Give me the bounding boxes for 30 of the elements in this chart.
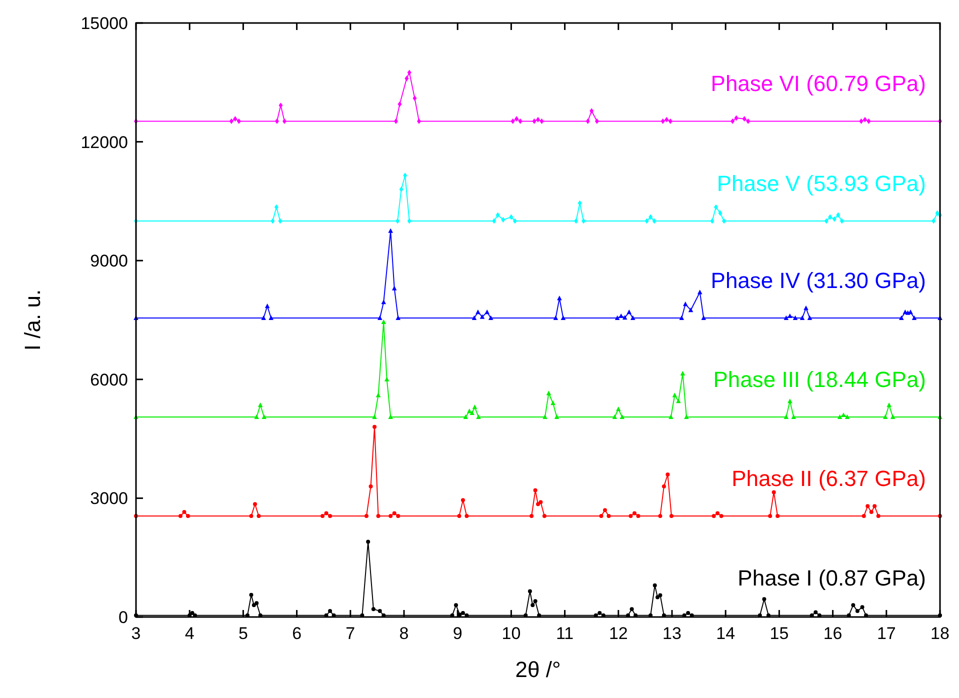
y-tick-label: 15000 — [80, 14, 128, 33]
y-tick-label: 6000 — [90, 370, 128, 390]
x-tick-label: 9 — [452, 624, 462, 643]
x-tick-label: 6 — [292, 624, 302, 643]
series-label: Phase V (53.93 GPa) — [716, 171, 926, 196]
x-tick-label: 16 — [823, 624, 842, 643]
y-tick-label: 0 — [118, 608, 128, 627]
x-tick-label: 4 — [184, 624, 194, 643]
series-label: Phase II (6.37 GPa) — [732, 466, 926, 492]
y-tick-label: 12000 — [80, 132, 128, 152]
y-tick-label: 3000 — [90, 489, 128, 508]
y-tick-label: 9000 — [90, 252, 128, 271]
series-label: Phase IV (31.30 GPa) — [710, 268, 926, 294]
series-label: Phase III (18.44 GPa) — [713, 367, 926, 392]
x-tick-label: 12 — [608, 624, 628, 643]
x-tick-label: 10 — [502, 624, 521, 643]
x-axis-title: 2θ /° — [515, 657, 561, 682]
x-tick-label: 7 — [346, 624, 356, 643]
x-tick-label: 18 — [930, 624, 950, 643]
x-tick-label: 3 — [131, 624, 141, 643]
y-axis-title: I /a. u. — [20, 289, 45, 351]
x-tick-label: 8 — [399, 624, 409, 643]
x-tick-label: 13 — [662, 624, 682, 643]
x-tick-label: 11 — [556, 624, 574, 643]
series-label: Phase I (0.87 GPa) — [738, 565, 926, 590]
x-tick-label: 17 — [876, 624, 896, 643]
series-label: Phase VI (60.79 GPa) — [710, 71, 926, 96]
x-tick-label: 15 — [770, 624, 789, 643]
x-tick-label: 5 — [238, 624, 248, 643]
x-tick-label: 14 — [716, 624, 736, 643]
